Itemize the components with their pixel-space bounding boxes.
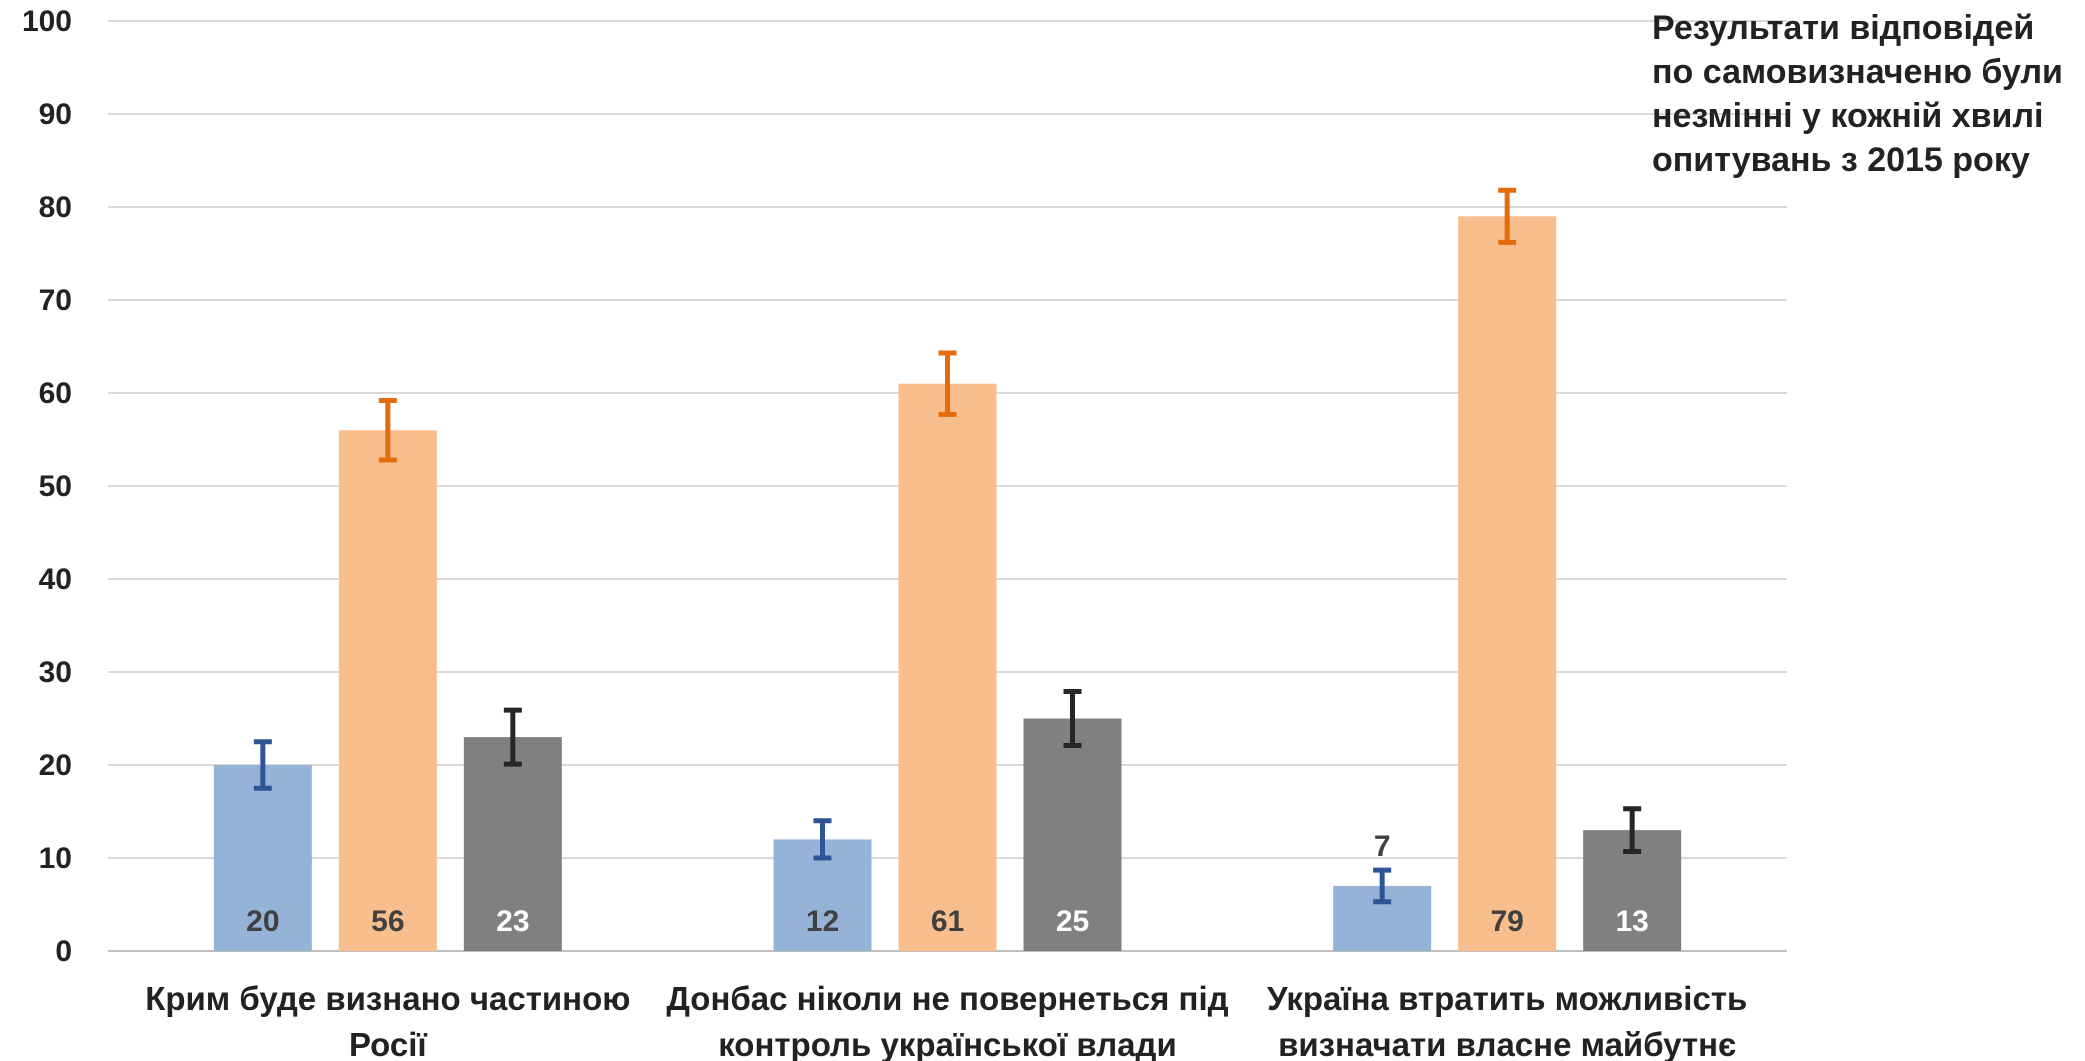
bar	[463, 737, 562, 951]
data-label: 56	[371, 905, 404, 938]
y-tick-label: 10	[39, 842, 72, 875]
bar	[213, 765, 312, 951]
annotation-note: Результати відповідей по самовизначеню б…	[1652, 9, 2063, 179]
data-label: 12	[806, 905, 839, 938]
bar	[1458, 216, 1557, 952]
y-tick-label: 30	[39, 656, 72, 689]
y-tick-label: 20	[39, 749, 72, 782]
data-label: 61	[931, 905, 964, 938]
y-tick-label: 0	[55, 935, 72, 968]
data-label: 13	[1615, 905, 1648, 938]
data-label: 25	[1056, 905, 1089, 938]
y-tick-label: 70	[39, 284, 72, 317]
data-label: 23	[496, 905, 529, 938]
data-label: 7	[1374, 830, 1391, 863]
x-category-label: визначати власне майбутнє	[1278, 1026, 1736, 1061]
y-tick-label: 60	[39, 377, 72, 410]
y-tick-label: 50	[39, 470, 72, 503]
x-category-label: Донбас ніколи не повернеться під	[666, 980, 1228, 1017]
data-label: 20	[246, 905, 279, 938]
y-tick-label: 100	[22, 5, 72, 38]
x-category-label: Україна втратить можливість	[1267, 980, 1747, 1017]
bar	[338, 430, 437, 951]
bar	[898, 383, 997, 951]
y-tick-label: 40	[39, 563, 72, 596]
bar	[1023, 718, 1122, 951]
x-category-label: Крим буде визнано частиною	[145, 980, 630, 1017]
data-label: 79	[1490, 905, 1523, 938]
x-category-label: контроль української влади	[718, 1026, 1177, 1061]
x-category-label: Росії	[349, 1026, 427, 1061]
y-tick-label: 80	[39, 191, 72, 224]
y-tick-label: 90	[39, 98, 72, 131]
